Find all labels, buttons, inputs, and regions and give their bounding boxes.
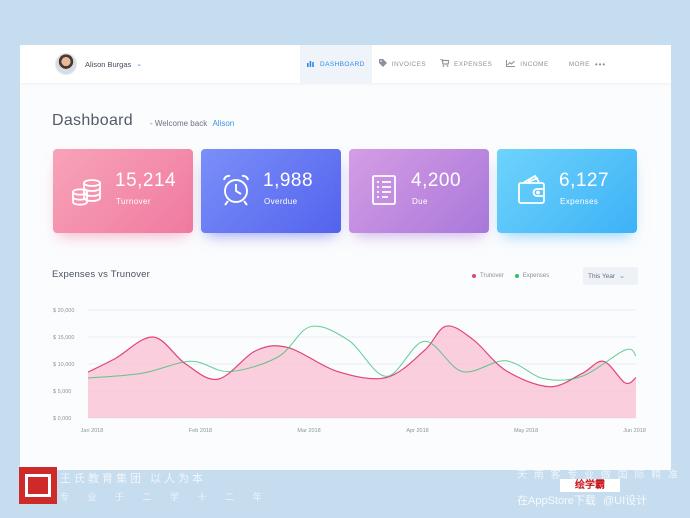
chevron-down-icon: ⌄ [619,273,625,280]
period-select[interactable]: This Year ⌄ [583,267,638,285]
legend-label: Expenses [522,273,550,279]
user-menu[interactable]: Alison Burgas ⌄ [55,53,142,75]
y-tick-label: $ 10,000 [53,362,74,368]
chevron-down-icon: ⌄ [136,61,143,68]
y-tick-label: $ 20,000 [53,308,74,314]
footer-brand: 绘学霸 [560,479,620,492]
footer-left-line-2: 专 业 于 二 学 十 二 年 [60,492,270,502]
legend-dot-expenses [514,274,519,278]
legend-entry-expenses[interactable]: Expenses [514,273,550,279]
document-list-icon [372,175,396,205]
stat-value: 6,127 [559,170,610,191]
nav-dashboard-label: DASHBOARD [320,60,365,68]
y-tick-label: $ 0,000 [53,416,71,422]
trend-icon [506,59,516,69]
nav-more-label: MORE [568,60,590,68]
y-tick-label: $ 15,000 [53,335,74,341]
footer-logo [19,467,57,504]
stat-label: Turnover [116,197,151,206]
nav-income[interactable]: INCOME [499,45,555,83]
footer-right-line-1: 天 南 客 专 业 做 国 际 精 准 [517,470,681,481]
chart-title: Expenses vs Trunover [52,269,150,280]
main-nav: DASHBOARD INVOICES EXPENSES INCOME [300,45,613,83]
legend-entry-turnover[interactable]: Trunover [472,273,504,279]
legend-dot-turnover [472,274,476,278]
y-tick-label: $ 5,000 [53,389,71,395]
top-navbar: Alison Burgas ⌄ DASHBOARD INVOICES EX [20,45,671,83]
page-title: Dashboard [52,112,133,129]
x-tick-label: Jun 2018 [623,428,646,434]
x-tick-label: May 2018 [514,428,538,434]
welcome-text: - Welcome back Alison [150,119,234,128]
welcome-prefix: - Welcome back [150,119,208,128]
nav-income-label: INCOME [520,60,549,68]
alarm-clock-icon [223,174,249,206]
chart-legend: Trunover Expenses [472,273,560,279]
stat-card-turnover[interactable]: 15,214 Turnover [53,149,193,233]
welcome-user-link[interactable]: Alison [212,119,235,128]
stat-card-due[interactable]: 4,200 Due [349,149,489,233]
stat-label: Overdue [264,197,298,206]
x-tick-label: Feb 2018 [189,428,212,434]
avatar [55,53,77,75]
coins-icon [72,179,101,206]
footer-left-line-1: 王氏教育集团 以人为本 [60,473,207,485]
turnover-area [88,325,636,418]
period-select-value: This Year [588,272,616,280]
tag-icon [378,59,387,69]
expenses-line [87,325,637,381]
stat-value: 15,214 [115,170,177,191]
stat-card-expenses[interactable]: 6,127 Expenses [497,149,637,233]
logo-mark-icon [25,474,51,497]
nav-invoices[interactable]: INVOICES [372,45,433,83]
nav-more[interactable]: MORE ••• [562,45,614,83]
stat-label: Expenses [560,197,599,206]
x-tick-label: Jan 2018 [81,428,104,434]
x-tick-label: Mar 2018 [297,428,320,434]
cart-icon [440,58,450,69]
dashboard-window: Alison Burgas ⌄ DASHBOARD INVOICES EX [20,45,671,470]
user-name: Alison Burgas [85,59,132,69]
stat-cards: 15,214 Turnover 1,988 Overdue 4,200 [53,149,638,233]
nav-expenses-label: EXPENSES [454,60,493,68]
nav-invoices-label: INVOICES [391,60,427,68]
footer-right-line-2: 在AppStore下载 [517,495,596,507]
stat-label: Due [412,197,428,206]
more-dots-icon: ••• [594,59,607,69]
wallet-icon [518,174,545,204]
legend-label: Trunover [480,273,504,279]
stat-card-overdue[interactable]: 1,988 Overdue [201,149,341,233]
expenses-turnover-chart: $ 0,000 $ 5,000 $ 10,000 $ 15,000 $ 20,000 J… [53,308,646,434]
nav-dashboard[interactable]: DASHBOARD [300,45,372,83]
footer-watermark: @UI设计 [603,495,648,507]
x-tick-label: Apr 2018 [406,428,428,434]
nav-expenses[interactable]: EXPENSES [433,45,499,83]
stat-value: 4,200 [411,170,462,191]
stat-value: 1,988 [263,170,314,191]
chart-icon [307,60,315,69]
